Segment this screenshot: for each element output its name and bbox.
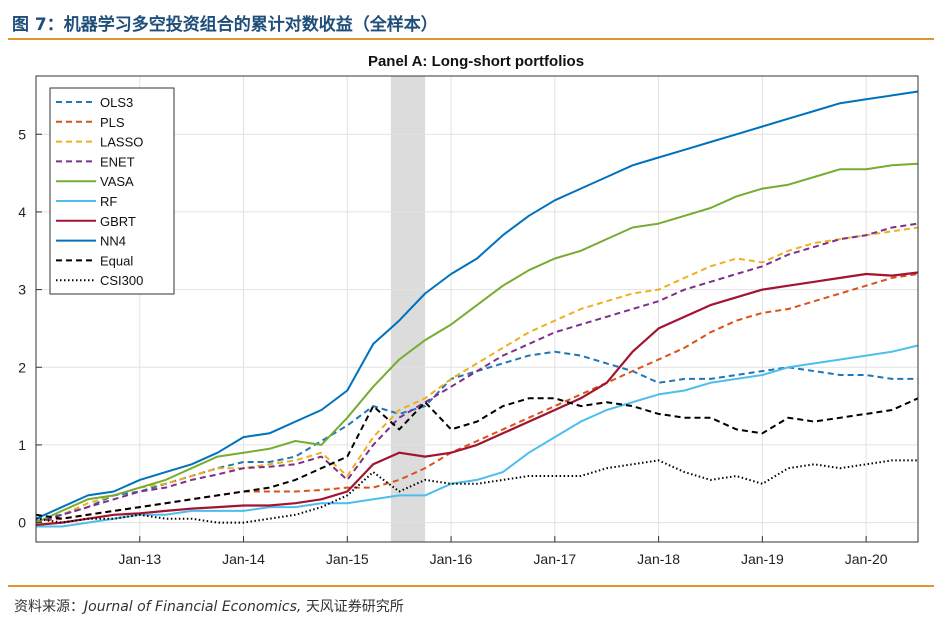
x-tick-label: Jan-15 bbox=[326, 551, 369, 567]
x-tick-label: Jan-20 bbox=[845, 551, 888, 567]
series-line-equal bbox=[35, 397, 919, 520]
legend-label-vasa: VASA bbox=[100, 174, 134, 189]
x-axis-ticks: Jan-13 Jan-14 Jan-15 Jan-16 Jan-17 Jan-18 Jan-… bbox=[118, 536, 888, 567]
chart-title: Panel A: Long-short portfolios bbox=[368, 53, 584, 70]
x-tick-label: Jan-14 bbox=[222, 551, 265, 567]
series-line-lasso bbox=[35, 226, 919, 524]
series-layer bbox=[35, 90, 919, 528]
y-tick-label: 4 bbox=[18, 204, 26, 220]
series-line-ols3 bbox=[35, 350, 918, 520]
chart-container: Panel A: Long-short portfolios 0 1 2 3 4 5 Ja… bbox=[0, 44, 944, 580]
x-tick-label: Jan-17 bbox=[533, 551, 576, 567]
legend-label-gbrt: GBRT bbox=[100, 214, 136, 229]
shaded-region bbox=[390, 76, 426, 542]
series-line-gbrt bbox=[35, 271, 919, 526]
x-tick-label: Jan-18 bbox=[637, 551, 680, 567]
y-axis-ticks: 0 1 2 3 4 5 bbox=[18, 126, 42, 531]
legend-label-equal: Equal bbox=[100, 253, 133, 268]
plot-frame bbox=[35, 75, 919, 543]
y-tick-label: 0 bbox=[18, 515, 26, 531]
legend-label-pls: PLS bbox=[100, 115, 125, 130]
legend-label-rf: RF bbox=[100, 194, 117, 209]
legend-label-enet: ENET bbox=[100, 154, 135, 169]
chart-svg: Panel A: Long-short portfolios 0 1 2 3 4 5 Ja… bbox=[18, 53, 919, 567]
legend: OLS3 PLS LASSO ENET VASA RF GBRT NN4 Equal CSI300 bbox=[49, 87, 175, 295]
series-line-csi300 bbox=[35, 459, 918, 524]
series-line-vasa bbox=[35, 162, 919, 524]
series-line-rf bbox=[36, 344, 919, 528]
source-org: 天风证券研究所 bbox=[305, 599, 404, 615]
y-tick-label: 3 bbox=[18, 282, 26, 298]
y-tick-label: 1 bbox=[18, 437, 26, 453]
y-tick-label: 2 bbox=[18, 359, 26, 375]
y-tick-label: 5 bbox=[18, 126, 26, 142]
series-line-enet bbox=[35, 222, 919, 524]
legend-label-csi300: CSI300 bbox=[100, 273, 143, 288]
legend-label-ols3: OLS3 bbox=[100, 95, 133, 110]
figure-title: 图 7：机器学习多空投资组合的累计对数收益（全样本） bbox=[12, 15, 438, 35]
series-line-pls bbox=[35, 273, 919, 522]
top-divider bbox=[8, 38, 934, 40]
report-header: 图 7：机器学习多空投资组合的累计对数收益（全样本） bbox=[8, 6, 936, 36]
series-line-nn4 bbox=[35, 90, 919, 520]
legend-label-lasso: LASSO bbox=[100, 135, 143, 150]
x-tick-label: Jan-16 bbox=[430, 551, 473, 567]
grid-lines bbox=[36, 76, 918, 542]
bottom-divider bbox=[8, 585, 934, 587]
source-journal: Journal of Financial Economics, bbox=[84, 599, 302, 615]
x-tick-label: Jan-19 bbox=[741, 551, 784, 567]
source-label: 资料来源： bbox=[14, 599, 84, 615]
source-note: 资料来源：Journal of Financial Economics, 天风证… bbox=[14, 596, 404, 616]
x-tick-label: Jan-13 bbox=[118, 551, 161, 567]
legend-label-nn4: NN4 bbox=[100, 234, 126, 249]
